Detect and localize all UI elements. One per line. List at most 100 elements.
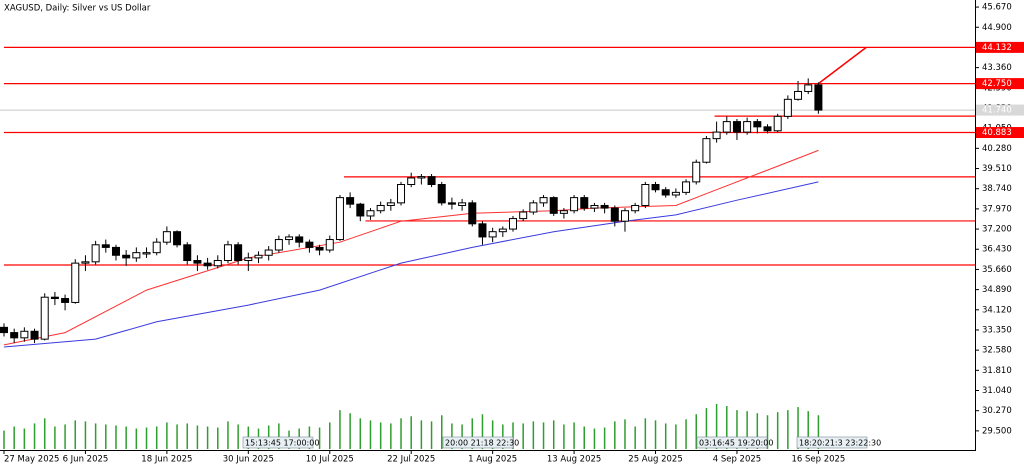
candle-body: [447, 202, 456, 205]
x-tick-label: 16 Sep 2025: [791, 455, 845, 465]
candle-body: [254, 254, 263, 259]
candle-body: [366, 210, 375, 217]
candle-body: [152, 241, 161, 254]
candle-body: [203, 262, 212, 267]
candle-body: [61, 298, 70, 303]
candle-body: [30, 330, 39, 340]
x-tick-label: 1 Aug 2025: [468, 455, 517, 465]
y-tick-label: 40.280: [982, 144, 1012, 154]
candle-body: [376, 204, 385, 212]
y-tick-label: 35.660: [982, 265, 1012, 275]
candle-body: [478, 223, 487, 238]
x-tick-label: 30 Jun 2025: [223, 455, 274, 465]
candle-body: [458, 202, 467, 206]
candle-body: [773, 115, 782, 132]
candle-body: [519, 211, 528, 220]
candle-body: [610, 207, 619, 222]
y-tick-label: 30.270: [982, 406, 1012, 416]
candle-body: [417, 176, 426, 179]
y-tick-label: 29.500: [982, 426, 1012, 436]
candle-body: [641, 184, 650, 206]
candle-body: [407, 177, 416, 186]
candle-body: [814, 84, 823, 111]
candle-body: [274, 239, 283, 251]
candle-body: [295, 236, 304, 243]
y-tick-label: 31.040: [982, 386, 1012, 396]
candle-body: [397, 184, 406, 204]
candle-body: [264, 249, 273, 256]
chart-title: XAGUSD, Daily: Silver vs US Dollar: [4, 4, 151, 14]
time-label: 15:13:45 17:00:00: [245, 439, 319, 448]
candle-body: [325, 239, 334, 251]
candle-body: [81, 261, 90, 264]
candle-body: [590, 204, 599, 209]
x-tick-label: 6 Jun 2025: [63, 455, 109, 465]
level-flag: [976, 41, 1024, 53]
candle-body: [509, 218, 517, 230]
y-tick-label: 34.120: [982, 305, 1012, 315]
candle-body: [722, 121, 731, 133]
candle-body: [661, 189, 670, 196]
candle-body: [763, 126, 772, 132]
candle-body: [682, 181, 691, 193]
candle-body: [162, 231, 171, 243]
candle-body: [335, 197, 344, 241]
y-tick-label: 37.970: [982, 204, 1012, 214]
level-flag: [976, 127, 1024, 139]
candle-body: [600, 204, 609, 209]
trend-line: [817, 46, 867, 85]
candle-body: [794, 90, 803, 100]
candle-body: [234, 244, 243, 262]
y-tick-label: 33.350: [982, 325, 1012, 335]
x-tick-label: 27 May 2025: [4, 455, 59, 465]
candle-body: [468, 202, 477, 225]
time-label-box: [796, 436, 868, 449]
y-tick-label: 37.200: [982, 225, 1012, 235]
candle-body: [488, 231, 497, 238]
y-tick-label: 32.580: [982, 346, 1012, 356]
candle-body: [356, 203, 365, 217]
candle-body: [305, 241, 314, 248]
candle-body: [50, 296, 59, 300]
candle-body: [386, 202, 395, 206]
candle-body: [183, 244, 192, 262]
current-price-flag: [976, 104, 1024, 116]
candle-body: [71, 262, 80, 303]
candle-body: [213, 260, 222, 267]
candle-body: [529, 202, 538, 213]
candle-body: [91, 244, 100, 263]
candle-body: [549, 197, 558, 214]
y-tick-label: 44.900: [982, 23, 1012, 33]
time-label: 03:16:45 19:20:00: [699, 439, 773, 448]
candle-body: [193, 260, 202, 264]
x-tick-label: 18 Jun 2025: [141, 455, 192, 465]
time-label: 18:20:21:3 23:22:30: [799, 439, 881, 448]
candle-body: [437, 184, 446, 204]
candle-body: [671, 191, 680, 196]
candle-body: [40, 296, 49, 340]
candle-body: [732, 121, 741, 133]
candle-body: [712, 131, 721, 140]
candle-body: [498, 228, 507, 233]
candle-body: [101, 244, 110, 248]
candle-body: [122, 254, 131, 259]
candle-body: [804, 84, 813, 92]
candle-body: [753, 121, 762, 128]
time-label-box: [442, 436, 514, 449]
candle-body: [783, 98, 792, 117]
candle-body: [539, 197, 548, 204]
time-label: 20:00 21:18 22:30: [445, 439, 519, 448]
candle-body: [132, 252, 141, 259]
candle-body: [111, 246, 120, 256]
x-tick-label: 4 Sep 2025: [713, 455, 761, 465]
moving-average: [3, 181, 819, 348]
candle-body: [427, 176, 436, 186]
candle-body: [620, 210, 629, 222]
level-label: 44.132: [982, 43, 1012, 53]
candle-body: [142, 252, 151, 255]
y-tick-label: 36.430: [982, 245, 1012, 255]
candle-body: [315, 246, 324, 251]
y-tick-label: 34.890: [982, 285, 1012, 295]
